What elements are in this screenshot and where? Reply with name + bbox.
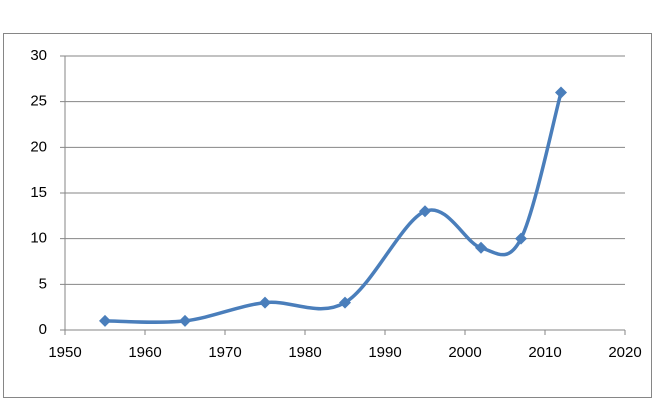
- x-tick-label: 1960: [128, 344, 161, 361]
- data-point: [339, 296, 351, 309]
- data-point: [555, 86, 567, 99]
- y-tick-label: 0: [39, 321, 47, 338]
- x-tick-label: 1950: [48, 344, 81, 361]
- y-tick-label: 5: [39, 275, 47, 292]
- data-point: [259, 296, 271, 309]
- y-tick-label: 20: [30, 138, 47, 155]
- data-point: [179, 314, 191, 327]
- y-tick-label: 10: [30, 230, 47, 247]
- x-tick-label: 2020: [608, 344, 641, 361]
- data-point: [475, 241, 487, 254]
- data-point: [419, 205, 431, 218]
- y-tick-label: 25: [30, 93, 47, 110]
- x-tick-label: 2010: [528, 344, 561, 361]
- x-tick-label: 1980: [288, 344, 321, 361]
- x-tick-label: 1990: [368, 344, 401, 361]
- y-tick-label: 15: [30, 184, 47, 201]
- chart-border: [3, 33, 652, 398]
- x-tick-label: 1970: [208, 344, 241, 361]
- x-tick-label: 2000: [448, 344, 481, 361]
- y-tick-label: 30: [30, 47, 47, 64]
- data-point: [99, 314, 111, 327]
- data-point: [515, 232, 527, 245]
